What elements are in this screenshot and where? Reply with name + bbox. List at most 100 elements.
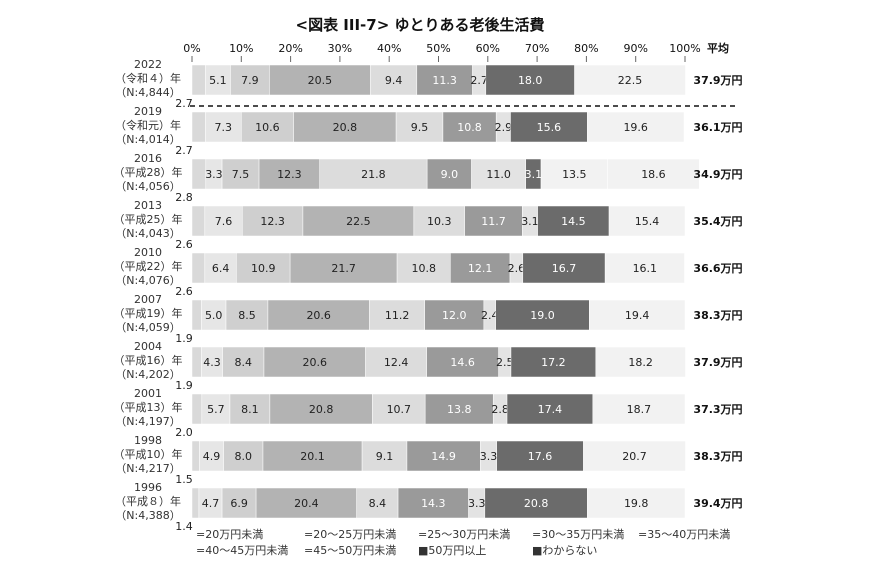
data-label: 10.7 <box>387 403 412 416</box>
data-label: 13.8 <box>447 403 472 416</box>
data-label: 18.0 <box>518 74 543 87</box>
bar-segment <box>608 205 686 237</box>
data-label: 21.7 <box>331 262 356 275</box>
data-label: 17.6 <box>528 450 553 463</box>
data-label: 4.3 <box>203 356 221 369</box>
category-n-label: （N:4,197） <box>115 415 180 428</box>
data-label: 3.1 <box>525 168 543 181</box>
bar-segment <box>205 111 242 143</box>
row-2001: 2001（平成13）年（N:4,197） 5.7 8.1 20.8 10.7 13.8 2.… <box>114 387 743 439</box>
category-year-label: 2016 <box>134 152 162 165</box>
legend-item: =30～35万円未満 <box>532 528 624 541</box>
category-year-label: 2022 <box>134 58 162 71</box>
bar-segment <box>510 346 597 378</box>
data-label: 14.6 <box>450 356 475 369</box>
data-label: 19.6 <box>623 121 648 134</box>
data-label: 11.2 <box>385 309 410 322</box>
bar-segment <box>372 393 426 425</box>
category-era-label: （平成16）年 <box>114 353 183 367</box>
category-n-label: （N:4,388） <box>115 509 180 522</box>
category-n-label: （N:4,076） <box>115 274 180 287</box>
bar-segment <box>396 252 451 284</box>
category-year-label: 2010 <box>134 246 162 259</box>
legend-item: =45～50万円未満 <box>304 544 396 557</box>
category-year-label: 1996 <box>134 481 162 494</box>
chart-title: <図表 III-7> ゆとりある老後生活費 <box>296 16 545 34</box>
data-label: 9.5 <box>411 121 429 134</box>
average-value: 38.3万円 <box>693 309 742 322</box>
bar-segment <box>191 440 200 472</box>
bar-segment <box>225 299 269 331</box>
row-2004: 2004（平成16）年（N:4,202） 4.3 8.4 20.6 12.4 14.6 2.… <box>114 340 743 392</box>
bar-segment <box>424 393 494 425</box>
category-year-label: 2019 <box>134 105 162 118</box>
data-label: 5.1 <box>209 74 227 87</box>
data-label: 16.1 <box>633 262 658 275</box>
x-tick-label: 30% <box>328 42 352 55</box>
bar-segment <box>223 440 264 472</box>
data-label: 14.5 <box>561 215 586 228</box>
data-label: 8.4 <box>235 356 253 369</box>
data-label: 12.3 <box>260 215 285 228</box>
category-n-label: （N:4,056） <box>115 180 180 193</box>
bar-segment <box>293 111 397 143</box>
row-2013: 2013（平成25）年（N:4,043） 7.6 12.3 22.5 10.3 11.7 3… <box>114 199 743 251</box>
legend-item: =25～30万円未満 <box>418 528 510 541</box>
data-label: 11.3 <box>432 74 457 87</box>
data-label: 20.8 <box>333 121 358 134</box>
bar-segment <box>496 440 584 472</box>
data-label: 2.8 <box>491 403 509 416</box>
data-label: 8.1 <box>241 403 259 416</box>
bar-segment <box>191 393 203 425</box>
bar-segment <box>365 346 427 378</box>
category-year-label: 2013 <box>134 199 162 212</box>
bar-segment <box>450 252 511 284</box>
data-label: 13.5 <box>562 168 587 181</box>
bar-segment <box>191 64 206 96</box>
legend: =20万円未満 =20～25万円未満 =25～30万円未満 =30～35万円未満 =35… <box>196 528 730 557</box>
category-year-label: 2004 <box>134 340 162 353</box>
bar-segment <box>191 299 202 331</box>
bar-segment <box>587 487 686 519</box>
average-column-header: 平均 <box>707 41 729 55</box>
data-label: 18.6 <box>641 168 666 181</box>
data-label: 21.8 <box>361 168 386 181</box>
data-label: 19.4 <box>625 309 650 322</box>
average-value: 39.4万円 <box>693 497 742 510</box>
data-label: 9.0 <box>441 168 459 181</box>
data-label: 20.8 <box>309 403 334 416</box>
data-label: 2.4 <box>481 309 499 322</box>
data-label: 10.6 <box>255 121 280 134</box>
bar-segment <box>201 393 231 425</box>
bar-segment <box>484 487 588 519</box>
bar-segment <box>205 64 231 96</box>
category-year-label: 2001 <box>134 387 162 400</box>
data-label: 12.3 <box>277 168 302 181</box>
bar-segment <box>424 299 485 331</box>
data-label: 12.4 <box>384 356 409 369</box>
bar-segment <box>204 205 243 237</box>
data-label: 2.8 <box>175 191 193 204</box>
bar-segment <box>269 64 371 96</box>
data-label: 7.6 <box>215 215 233 228</box>
bar-segment <box>236 252 291 284</box>
category-n-label: （N:4,059） <box>115 321 180 334</box>
bar-segment <box>510 111 588 143</box>
data-label: 11.0 <box>486 168 511 181</box>
data-label: 3.3 <box>480 450 498 463</box>
bar-segment <box>442 111 497 143</box>
data-label: 2.7 <box>175 144 193 157</box>
data-label: 17.2 <box>541 356 566 369</box>
row-1996: 1996（平成８）年（N:4,388） 4.7 6.9 20.4 8.4 14.3 3.3 2… <box>115 481 743 533</box>
data-label: 7.9 <box>241 74 259 87</box>
data-label: 7.5 <box>232 168 250 181</box>
x-tick-label: 50% <box>426 42 450 55</box>
bar-segment <box>222 346 265 378</box>
bar-segment <box>370 64 418 96</box>
data-label: 4.7 <box>202 497 220 510</box>
data-label: 10.8 <box>411 262 436 275</box>
category-era-label: （平成22）年 <box>114 259 183 273</box>
data-label: 3.1 <box>521 215 539 228</box>
bar-segment <box>191 487 200 519</box>
bar-segment <box>592 393 686 425</box>
